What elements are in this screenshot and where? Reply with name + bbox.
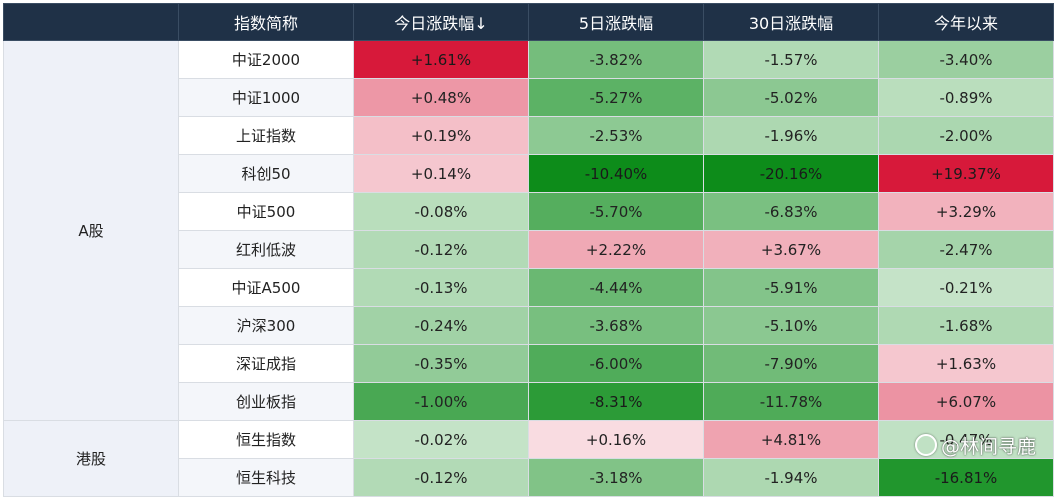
today-change-cell: -1.00% [353,382,529,421]
ytd-change-cell: -2.47% [878,230,1054,269]
30day-change-cell: -7.90% [703,344,879,383]
today-change-cell: +0.48% [353,78,529,117]
5day-change-cell: -3.68% [528,306,704,345]
index-name-cell: 恒生科技 [178,458,354,497]
table-body: A股 中证2000 +1.61% -3.82% -1.57% -3.40% 中证1000 +0… [3,40,1054,497]
today-change-cell: +0.14% [353,154,529,193]
header-5day-change[interactable]: 5日涨跌幅 [528,3,704,41]
today-change-cell: +1.61% [353,40,529,79]
30day-change-cell: -11.78% [703,382,879,421]
ytd-change-cell: +19.37% [878,154,1054,193]
index-name-cell: 中证500 [178,192,354,231]
ytd-change-cell: -3.40% [878,40,1054,79]
30day-change-cell: -20.16% [703,154,879,193]
table-row: 中证A500 -0.13% -4.44% -5.91% -0.21% [4,268,1054,307]
ytd-change-cell: -0.47% [878,420,1054,459]
table-row: 沪深300 -0.24% -3.68% -5.10% -1.68% [4,306,1054,345]
today-change-cell: -0.35% [353,344,529,383]
30day-change-cell: -5.10% [703,306,879,345]
30day-change-cell: -1.94% [703,458,879,497]
table-header: 指数简称 今日涨跌幅↓ 5日涨跌幅 30日涨跌幅 今年以来 [3,3,1054,41]
today-change-cell: -0.02% [353,420,529,459]
ytd-change-cell: -2.00% [878,116,1054,155]
5day-change-cell: -4.44% [528,268,704,307]
ytd-change-cell: -1.68% [878,306,1054,345]
today-change-cell: +0.19% [353,116,529,155]
index-name-cell: 红利低波 [178,230,354,269]
index-name-cell: 创业板指 [178,382,354,421]
table-row: 上证指数 +0.19% -2.53% -1.96% -2.00% [4,116,1054,155]
index-performance-table: 指数简称 今日涨跌幅↓ 5日涨跌幅 30日涨跌幅 今年以来 A股 中证2000 +1… [3,3,1054,497]
ytd-change-cell: +3.29% [878,192,1054,231]
header-market [3,3,179,41]
30day-change-cell: -5.02% [703,78,879,117]
ytd-change-cell: +6.07% [878,382,1054,421]
30day-change-cell: +3.67% [703,230,879,269]
today-change-cell: -0.12% [353,230,529,269]
5day-change-cell: +0.16% [528,420,704,459]
table-row: 中证500 -0.08% -5.70% -6.83% +3.29% [4,192,1054,231]
table-row: 深证成指 -0.35% -6.00% -7.90% +1.63% [4,344,1054,383]
5day-change-cell: -5.70% [528,192,704,231]
5day-change-cell: -6.00% [528,344,704,383]
header-ytd-change[interactable]: 今年以来 [878,3,1054,41]
table-row: 港股 恒生指数 -0.02% +0.16% +4.81% -0.47% [3,420,1054,497]
table-row: 中证1000 +0.48% -5.27% -5.02% -0.89% [4,78,1054,117]
index-name-cell: 中证2000 [178,40,354,79]
today-change-cell: -0.13% [353,268,529,307]
ytd-change-cell: -16.81% [878,458,1054,497]
today-change-cell: -0.24% [353,306,529,345]
index-name-cell: 科创50 [178,154,354,193]
table-row: 红利低波 -0.12% +2.22% +3.67% -2.47% [4,230,1054,269]
30day-change-cell: -1.57% [703,40,879,79]
5day-change-cell: -10.40% [528,154,704,193]
today-change-cell: -0.12% [353,458,529,497]
30day-change-cell: -6.83% [703,192,879,231]
5day-change-cell: +2.22% [528,230,704,269]
30day-change-cell: -1.96% [703,116,879,155]
index-name-cell: 中证A500 [178,268,354,307]
header-index-name: 指数简称 [178,3,354,41]
5day-change-cell: -8.31% [528,382,704,421]
5day-change-cell: -3.18% [528,458,704,497]
5day-change-cell: -2.53% [528,116,704,155]
index-name-cell: 沪深300 [178,306,354,345]
ytd-change-cell: +1.63% [878,344,1054,383]
table-row: 科创50 +0.14% -10.40% -20.16% +19.37% [4,154,1054,193]
header-today-change[interactable]: 今日涨跌幅↓ [353,3,529,41]
header-row: 指数简称 今日涨跌幅↓ 5日涨跌幅 30日涨跌幅 今年以来 [3,3,1054,41]
market-group-label: A股 [3,40,179,421]
table-row: A股 中证2000 +1.61% -3.82% -1.57% -3.40% [3,40,1054,421]
30day-change-cell: -5.91% [703,268,879,307]
ytd-change-cell: -0.89% [878,78,1054,117]
5day-change-cell: -5.27% [528,78,704,117]
index-name-cell: 恒生指数 [178,420,354,459]
ytd-change-cell: -0.21% [878,268,1054,307]
header-30day-change[interactable]: 30日涨跌幅 [703,3,879,41]
index-name-cell: 中证1000 [178,78,354,117]
30day-change-cell: +4.81% [703,420,879,459]
market-group-label: 港股 [3,420,179,497]
index-name-cell: 深证成指 [178,344,354,383]
5day-change-cell: -3.82% [528,40,704,79]
today-change-cell: -0.08% [353,192,529,231]
index-name-cell: 上证指数 [178,116,354,155]
